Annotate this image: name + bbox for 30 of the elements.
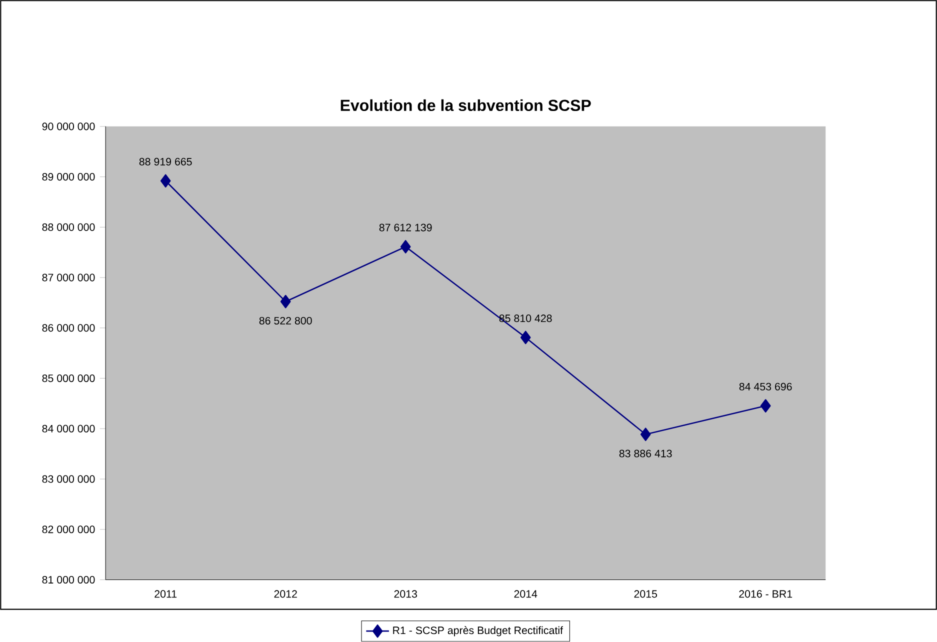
- y-tick-label: 86 000 000: [42, 324, 95, 332]
- y-tick-label: 89 000 000: [42, 173, 95, 181]
- point: [520, 330, 531, 344]
- x-tick-label: 2014: [514, 590, 538, 598]
- data-label: 87 612 139: [379, 224, 432, 232]
- data-label: 86 522 800: [259, 317, 312, 325]
- y-tick-label: 82 000 000: [42, 526, 95, 534]
- x-tick-label: 2016 - BR1: [739, 590, 792, 598]
- data-label: 83 886 413: [619, 450, 672, 458]
- x-tick-label: 2012: [274, 590, 297, 598]
- y-tick-label: 88 000 000: [42, 224, 95, 232]
- point: [280, 295, 291, 308]
- y-tick-label: 87 000 000: [42, 274, 95, 282]
- data-label: 88 919 665: [139, 158, 192, 166]
- y-tick-label: 84 000 000: [42, 425, 95, 433]
- point: [400, 240, 411, 254]
- chart-title: Evolution de la subvention SCSP: [340, 100, 591, 112]
- x-tick-label: 2013: [394, 590, 417, 598]
- point: [760, 399, 771, 413]
- y-tick-label: 81 000 000: [42, 576, 95, 584]
- x-tick-label: 2015: [634, 590, 658, 598]
- point: [160, 174, 171, 188]
- x-tick-label: 2011: [154, 590, 177, 598]
- point: [640, 428, 651, 442]
- y-tick-label: 90 000 000: [42, 122, 95, 130]
- y-tick-label: 85 000 000: [42, 374, 95, 382]
- data-label: 84 453 696: [739, 383, 792, 391]
- data-label: 85 810 428: [499, 314, 552, 322]
- y-tick-label: 83 000 000: [42, 475, 95, 483]
- legend-label: R1 - SCSP après Budget Rectificatif: [393, 626, 564, 636]
